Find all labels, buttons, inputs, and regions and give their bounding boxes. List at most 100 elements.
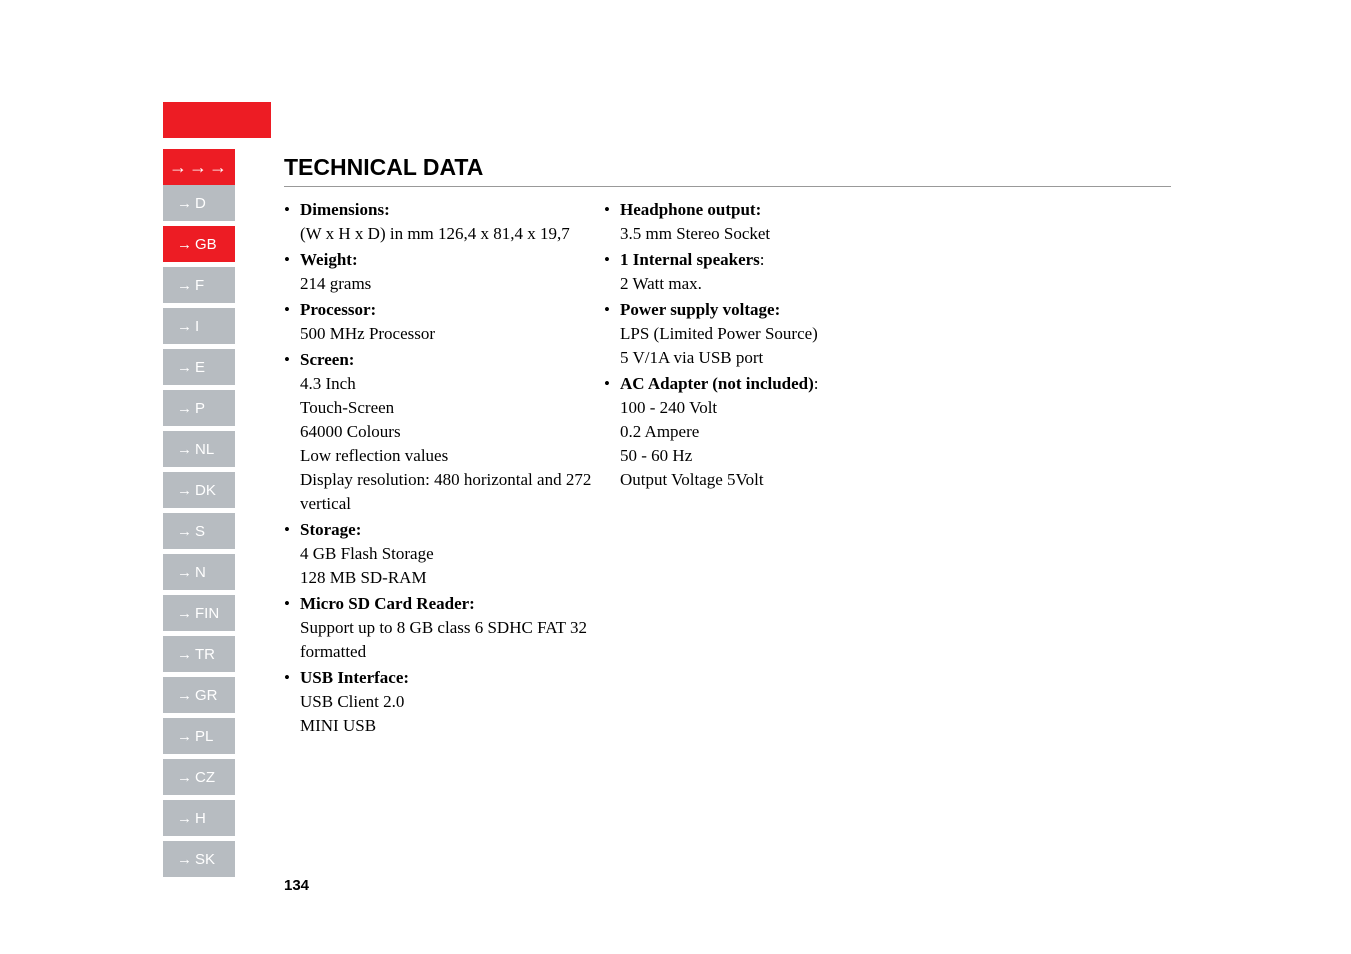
- page: →→→ TECHNICAL DATA → D→ GB→ F→ I→ E→ P→ …: [0, 0, 1351, 954]
- arrow-right-icon: →: [177, 236, 192, 253]
- section-title-text: TECHNICAL DATA: [284, 154, 483, 181]
- spec-detail: 214 grams: [300, 272, 604, 296]
- nav-item-label: SK: [195, 851, 215, 868]
- arrow-right-icon: →: [177, 400, 192, 417]
- nav-item-label: GB: [195, 236, 217, 253]
- arrow-right-icon: →: [177, 728, 192, 745]
- spec-detail: Display resolution: 480 horizontal and 2…: [300, 468, 604, 516]
- nav-item-pl[interactable]: → PL: [163, 718, 235, 754]
- nav-item-p[interactable]: → P: [163, 390, 235, 426]
- spec-detail: USB Client 2.0: [300, 690, 604, 714]
- nav-item-label: PL: [195, 728, 213, 745]
- spec-label: Dimensions:: [300, 200, 390, 219]
- nav-item-tr[interactable]: → TR: [163, 636, 235, 672]
- spec-detail: LPS (Limited Power Source): [620, 322, 924, 346]
- spec-item: Micro SD Card Reader: Support up to 8 GB …: [284, 592, 604, 664]
- arrow-right-icon: →: [177, 687, 192, 704]
- spec-label: Micro SD Card Reader:: [300, 594, 475, 613]
- nav-item-s[interactable]: → S: [163, 513, 235, 549]
- spec-list-left: Dimensions: (W x H x D) in mm 126,4 x 81,…: [284, 198, 604, 738]
- spec-item: Processor: 500 MHz Processor: [284, 298, 604, 346]
- spec-detail: 2 Watt max.: [620, 272, 924, 296]
- nav-item-fin[interactable]: → FIN: [163, 595, 235, 631]
- spec-label: Headphone output:: [620, 200, 761, 219]
- arrow-right-icon: →: [177, 605, 192, 622]
- spec-detail: (W x H x D) in mm 126,4 x 81,4 x 19,7: [300, 222, 604, 246]
- spec-label: Processor:: [300, 300, 376, 319]
- nav-item-cz[interactable]: → CZ: [163, 759, 235, 795]
- language-nav: → D→ GB→ F→ I→ E→ P→ NL→ DK→ S→ N→ FIN→ …: [163, 185, 235, 877]
- spec-item: Power supply voltage: LPS (Limited Power …: [604, 298, 924, 370]
- spec-detail: 3.5 mm Stereo Socket: [620, 222, 924, 246]
- arrow-right-icon: →: [177, 810, 192, 827]
- arrow-right-icon: →: [177, 851, 192, 868]
- nav-item-label: F: [195, 277, 204, 294]
- nav-item-label: FIN: [195, 605, 219, 622]
- spec-detail: 0.2 Ampere: [620, 420, 924, 444]
- nav-item-h[interactable]: → H: [163, 800, 235, 836]
- spec-label-suffix: :: [760, 250, 765, 269]
- spec-label-suffix: :: [814, 374, 819, 393]
- spec-detail: Low reflection values: [300, 444, 604, 468]
- spec-detail: Touch-Screen: [300, 396, 604, 420]
- spec-detail: Support up to 8 GB class 6 SDHC FAT 32 f…: [300, 616, 604, 664]
- arrow-right-icon: →: [177, 277, 192, 294]
- nav-item-label: D: [195, 195, 206, 212]
- arrow-right-icon: →: [177, 195, 192, 212]
- nav-item-label: TR: [195, 646, 215, 663]
- nav-item-label: NL: [195, 441, 214, 458]
- arrow-right-icon: →: [177, 564, 192, 581]
- section-arrows: →→→: [163, 149, 235, 185]
- spec-detail: 500 MHz Processor: [300, 322, 604, 346]
- spec-item: Screen: 4.3 InchTouch-Screen64000 Colours…: [284, 348, 604, 516]
- spec-detail: Output Voltage 5Volt: [620, 468, 924, 492]
- arrow-right-icon: →: [177, 769, 192, 786]
- spec-detail: 64000 Colours: [300, 420, 604, 444]
- spec-label: Storage:: [300, 520, 361, 539]
- spec-item: AC Adapter (not included):100 - 240 Volt…: [604, 372, 924, 492]
- nav-item-f[interactable]: → F: [163, 267, 235, 303]
- spec-item: Weight: 214 grams: [284, 248, 604, 296]
- page-number-text: 134: [284, 877, 309, 894]
- spec-label: Screen:: [300, 350, 354, 369]
- nav-item-label: GR: [195, 687, 218, 704]
- spec-label: Power supply voltage:: [620, 300, 780, 319]
- nav-item-d[interactable]: → D: [163, 185, 235, 221]
- nav-item-sk[interactable]: → SK: [163, 841, 235, 877]
- spec-label: AC Adapter (not included): [620, 374, 814, 393]
- spec-detail: 4 GB Flash Storage: [300, 542, 604, 566]
- spec-item: 1 Internal speakers: 2 Watt max.: [604, 248, 924, 296]
- spec-column-right: Headphone output:3.5 mm Stereo Socket1 I…: [604, 198, 924, 740]
- nav-item-label: P: [195, 400, 205, 417]
- spec-list-right: Headphone output:3.5 mm Stereo Socket1 I…: [604, 198, 924, 492]
- nav-item-label: N: [195, 564, 206, 581]
- spec-detail: 4.3 Inch: [300, 372, 604, 396]
- spec-label: 1 Internal speakers: [620, 250, 760, 269]
- spec-item: Headphone output: 3.5 mm Stereo Socket: [604, 198, 924, 246]
- nav-item-n[interactable]: → N: [163, 554, 235, 590]
- spec-column-left: Dimensions: (W x H x D) in mm 126,4 x 81,…: [284, 198, 604, 740]
- nav-item-label: DK: [195, 482, 216, 499]
- nav-item-dk[interactable]: → DK: [163, 472, 235, 508]
- decorative-red-block: [163, 102, 271, 138]
- spec-detail: 50 - 60 Hz: [620, 444, 924, 468]
- nav-item-label: CZ: [195, 769, 215, 786]
- nav-item-label: H: [195, 810, 206, 827]
- spec-detail: 5 V/1A via USB port: [620, 346, 924, 370]
- nav-item-label: E: [195, 359, 205, 376]
- page-number: 134: [284, 877, 309, 894]
- nav-item-nl[interactable]: → NL: [163, 431, 235, 467]
- nav-item-i[interactable]: → I: [163, 308, 235, 344]
- content-area: Dimensions: (W x H x D) in mm 126,4 x 81,…: [284, 198, 1184, 740]
- nav-item-label: I: [195, 318, 199, 335]
- section-rule: [284, 186, 1171, 187]
- spec-label: Weight:: [300, 250, 358, 269]
- nav-item-gr[interactable]: → GR: [163, 677, 235, 713]
- nav-item-e[interactable]: → E: [163, 349, 235, 385]
- spec-label: USB Interface:: [300, 668, 409, 687]
- arrows-text: →→→: [169, 157, 229, 178]
- arrow-right-icon: →: [177, 441, 192, 458]
- nav-item-gb[interactable]: → GB: [163, 226, 235, 262]
- section-title: TECHNICAL DATA: [284, 149, 483, 185]
- arrow-right-icon: →: [177, 646, 192, 663]
